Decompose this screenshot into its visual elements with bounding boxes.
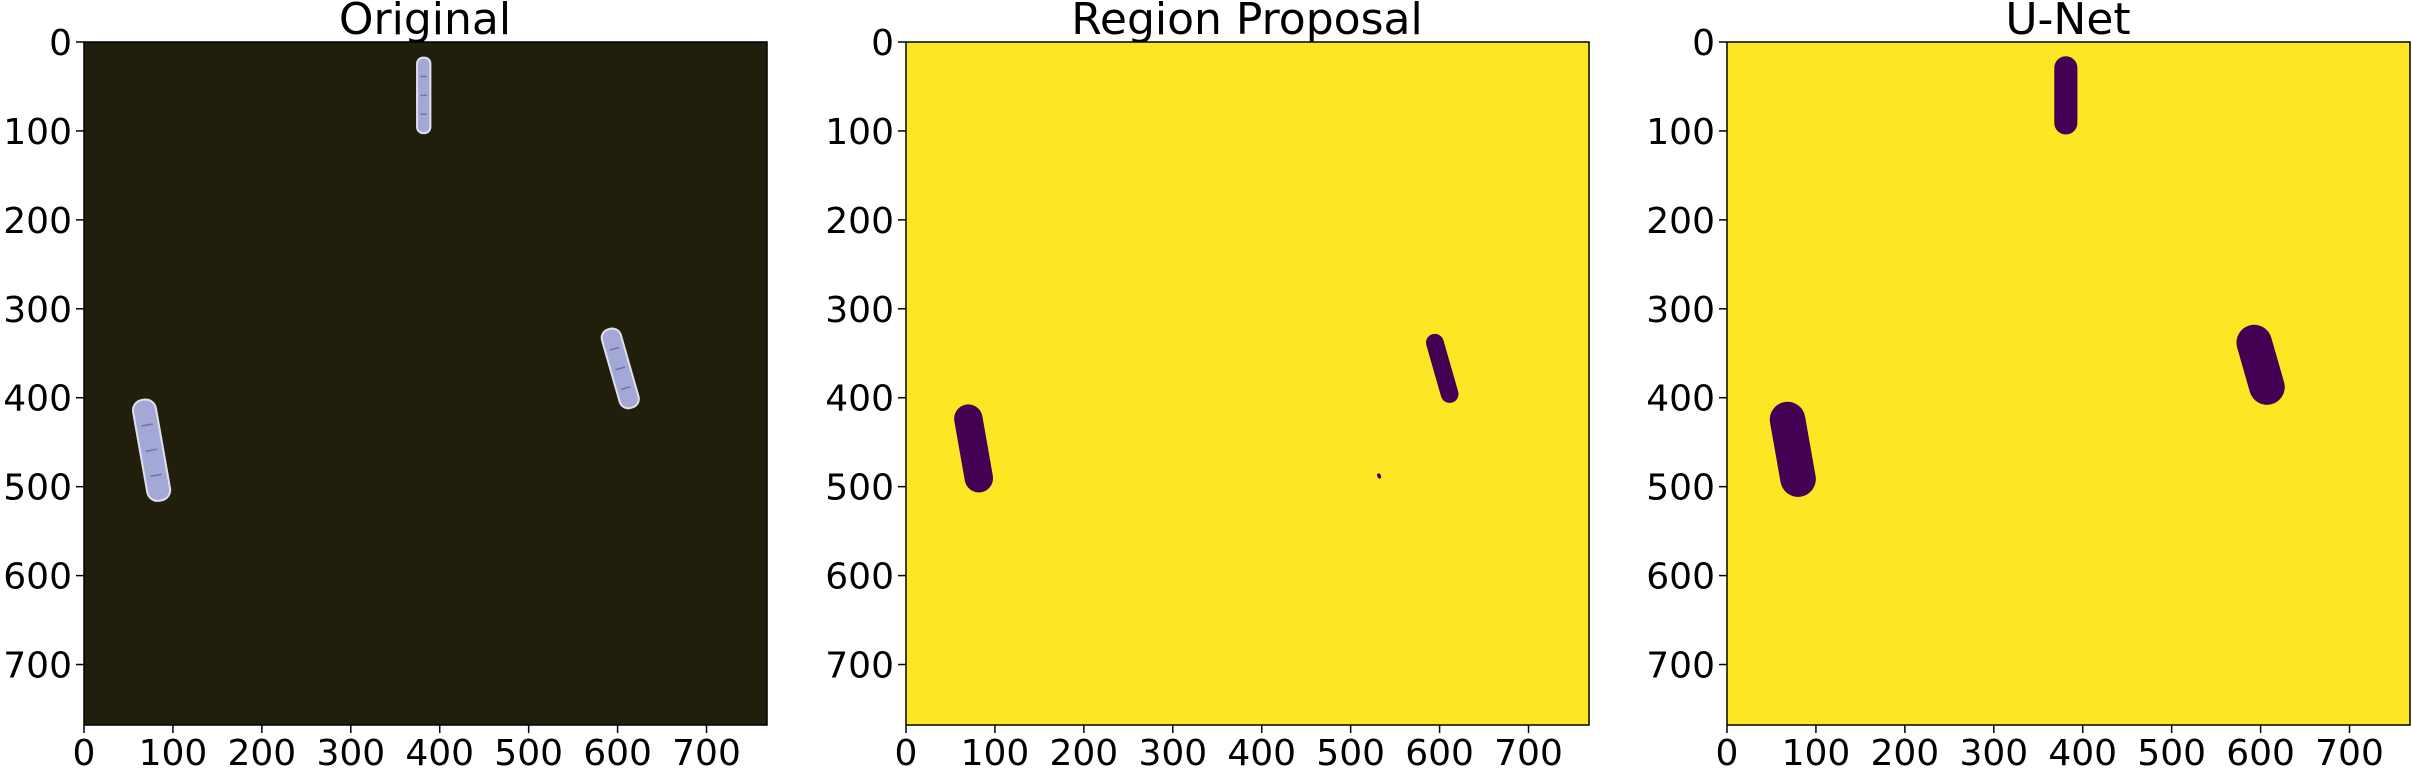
- x-tick-label: 100: [139, 733, 208, 774]
- y-tick-label: 700: [3, 646, 72, 687]
- panel-region-proposal: Region Proposal 0 100 200 300 400 500 600 700 0…: [825, 0, 1590, 774]
- x-axis-u-net: 0 100 200 300 400 500 600 700: [1716, 725, 2384, 774]
- sea-background: [84, 42, 767, 725]
- x-axis-region-proposal: 0 100 200 300 400 500 600 700: [895, 725, 1563, 774]
- axes-frame: [905, 41, 1590, 726]
- x-tick-label: 200: [228, 733, 297, 774]
- ship: [416, 56, 432, 135]
- ship-mask: [1769, 401, 1816, 497]
- x-tick-label: 600: [583, 733, 652, 774]
- panel-title-original: Original: [339, 0, 511, 45]
- axes-frame: [1726, 41, 2411, 726]
- y-tick-label: 100: [3, 112, 72, 153]
- panel-title-u-net: U-Net: [2005, 0, 2130, 45]
- x-tick-label: 500: [2137, 733, 2206, 774]
- x-tick-label: 0: [73, 733, 96, 774]
- y-tick-label: 700: [1646, 646, 1715, 687]
- x-tick-label: 100: [961, 733, 1030, 774]
- y-axis-original: 0 100 200 300 400 500 600 700: [3, 23, 84, 687]
- y-axis-region-proposal: 0 100 200 300 400 500 600 700: [825, 23, 906, 687]
- ship-mask-shape: [2054, 56, 2078, 135]
- ship-mask: [1377, 473, 1382, 479]
- y-tick-label: 200: [3, 201, 72, 242]
- y-tick-label: 500: [3, 468, 72, 509]
- x-tick-label: 300: [1959, 733, 2028, 774]
- mask-background: [906, 42, 1589, 725]
- y-tick-label: 300: [1646, 290, 1715, 331]
- ship-mask: [954, 404, 994, 493]
- y-tick-label: 600: [1646, 557, 1715, 598]
- ship-mask: [1426, 333, 1459, 403]
- ship-mask: [2236, 324, 2285, 405]
- image-original: [83, 41, 768, 726]
- ship-mask-shape: [2236, 324, 2285, 405]
- x-tick-label: 100: [1782, 733, 1851, 774]
- y-tick-label: 500: [825, 468, 894, 509]
- y-tick-label: 200: [825, 201, 894, 242]
- x-tick-label: 200: [1871, 733, 1940, 774]
- x-tick-label: 200: [1050, 733, 1119, 774]
- x-tick-label: 700: [672, 733, 741, 774]
- y-tick-label: 200: [1646, 201, 1715, 242]
- x-tick-label: 500: [494, 733, 563, 774]
- y-tick-label: 600: [825, 557, 894, 598]
- x-tick-label: 400: [1227, 733, 1296, 774]
- mask-background: [1727, 42, 2410, 725]
- x-tick-label: 300: [316, 733, 385, 774]
- y-tick-label: 0: [49, 23, 72, 64]
- y-tick-label: 500: [1646, 468, 1715, 509]
- ship: [131, 398, 172, 502]
- x-tick-label: 600: [2226, 733, 2295, 774]
- ship-mask-shape: [1769, 401, 1816, 497]
- ship-deck-line: [141, 423, 153, 427]
- y-tick-label: 400: [1646, 379, 1715, 420]
- ship-deck-line: [620, 385, 631, 391]
- y-tick-label: 300: [825, 290, 894, 331]
- panel-title-region-proposal: Region Proposal: [1071, 0, 1422, 45]
- x-tick-label: 400: [2048, 733, 2117, 774]
- y-tick-label: 700: [825, 646, 894, 687]
- ship: [600, 327, 640, 410]
- ship-deck-line: [150, 473, 162, 478]
- x-tick-label: 300: [1138, 733, 1207, 774]
- ship-deck-line: [145, 448, 158, 452]
- ship-deck-line: [615, 366, 626, 371]
- mask-region-proposal: [905, 41, 1590, 726]
- x-tick-label: 0: [1716, 733, 1739, 774]
- y-tick-label: 600: [3, 557, 72, 598]
- ship-mask-shape: [1426, 333, 1459, 403]
- ship-mask-shape: [954, 404, 994, 493]
- x-axis-original: 0 100 200 300 400 500 600 700: [73, 725, 741, 774]
- y-tick-label: 400: [825, 379, 894, 420]
- x-tick-label: 0: [895, 733, 918, 774]
- x-tick-label: 600: [1405, 733, 1474, 774]
- y-tick-label: 0: [871, 23, 894, 64]
- axes-frame: [83, 41, 768, 726]
- ship-mask: [2054, 56, 2078, 135]
- ship-mask-shape: [1377, 473, 1382, 479]
- y-tick-label: 400: [3, 379, 72, 420]
- x-tick-label: 500: [1316, 733, 1385, 774]
- x-tick-label: 400: [405, 733, 474, 774]
- y-tick-label: 0: [1692, 23, 1715, 64]
- y-tick-label: 100: [1646, 112, 1715, 153]
- y-tick-label: 300: [3, 290, 72, 331]
- x-tick-label: 700: [1494, 733, 1563, 774]
- ship-deck-line: [609, 346, 620, 351]
- y-tick-label: 100: [825, 112, 894, 153]
- x-tick-label: 700: [2315, 733, 2384, 774]
- y-axis-u-net: 0 100 200 300 400 500 600 700: [1646, 23, 1727, 687]
- panel-original: Original 0 100 200 300 400 500 600 700 0 100 200 3…: [3, 0, 768, 774]
- panel-u-net: U-Net 0 100 200 300 400 500 600 700 0 100 200 300 4…: [1646, 0, 2411, 774]
- mask-u-net: [1726, 41, 2411, 726]
